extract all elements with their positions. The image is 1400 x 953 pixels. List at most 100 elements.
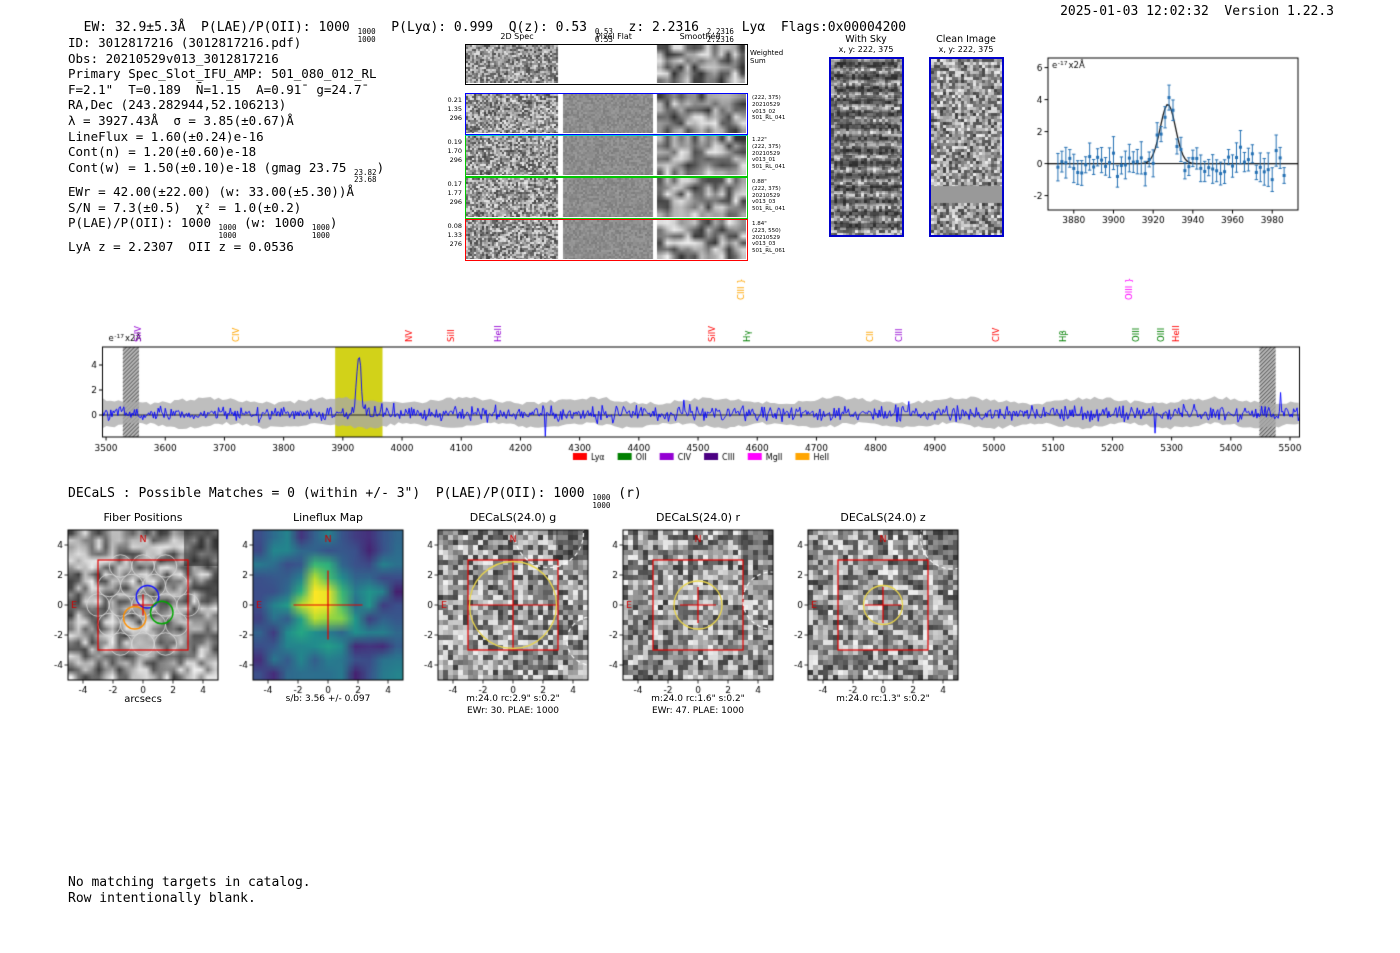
info-line: λ = 3927.43Å σ = 3.85(±0.67)Å xyxy=(68,112,294,128)
spec2d-row-left-labels: 0.19 1.70 296 xyxy=(440,138,462,165)
footer-line: No matching targets in catalog. xyxy=(68,875,311,890)
cutout-title-fiber-positions: Fiber Positions xyxy=(103,511,183,524)
cutout-caption: m:24.0 rc:2.9" s:0.2" xyxy=(466,694,560,704)
spec2d-row-right-labels: 1.84" (223, 550) 20210529 v013_03 501_RL_061 xyxy=(752,221,806,255)
spec2d-left-value: 0.21 xyxy=(447,96,462,104)
spec2d-right-value: 1.22" xyxy=(752,137,767,143)
info-line: LineFlux = 1.60(±0.24)e-16 xyxy=(68,128,264,144)
info-line: Primary Spec_Slot_IFU_AMP: 501_080_012_R… xyxy=(68,66,377,82)
spec2d-left-value: 296 xyxy=(449,156,462,164)
info-line: EWr = 42.00(±22.00) (w: 33.00(±5.30))Å xyxy=(68,183,354,199)
with-sky-image xyxy=(830,59,902,235)
spec2d-weighted-row xyxy=(465,44,748,85)
cutout-image-fiber-positions xyxy=(33,527,223,697)
spec2d-right-value: v013_01 xyxy=(752,157,776,164)
spec2d-right-value: 20210529 xyxy=(752,150,780,157)
cutout-title-decals-r: DECaLS(24.0) r xyxy=(655,511,741,524)
spec2d-left-value: 1.70 xyxy=(447,147,462,155)
spec2d-fiber-image xyxy=(466,220,746,259)
spec2d-left-value: 1.33 xyxy=(447,231,462,239)
spec2d-fiber-row xyxy=(465,219,748,261)
full-spectrum-plot xyxy=(55,272,1345,472)
spec2d-row-left-labels: 0.17 1.77 296 xyxy=(440,180,462,207)
cutout-caption: m:24.0 rc:1.3" s:0.2" xyxy=(836,694,930,704)
cutout-caption: m:24.0 rc:1.6" s:0.2" xyxy=(651,694,745,704)
with-sky-title: With Sky xyxy=(845,34,887,45)
stacked-value: 2.2316 2.2316 xyxy=(706,27,734,44)
cutout-xlabel: arcsecs xyxy=(124,694,162,705)
info-line: Cont(w) = 1.50(±0.10)e-18 (gmag 23.75 23… xyxy=(68,159,385,185)
info-line: S/N = 7.3(±0.5) χ² = 1.0(±0.2) xyxy=(68,199,302,215)
spec2d-left-value: 296 xyxy=(449,198,462,206)
spec2d-row-right-labels: 1.22" (222, 375) 20210529 v013_01 501_RL_041 xyxy=(752,137,806,171)
cutout-caption: EWr: 47. PLAE: 1000 xyxy=(651,706,745,716)
spec2d-fiber-row xyxy=(465,135,748,177)
stacked-value: 1000 1000 xyxy=(311,223,330,240)
weighted-label-line: Sum xyxy=(750,57,766,65)
info-line: F=2.1" T=0.189 N̄=1.15 A=0.91̄ g=24.7̄ xyxy=(68,81,362,97)
info-line: Obs: 20210529v013_3012817216 xyxy=(68,50,279,66)
weighted-label-line: Weighted xyxy=(750,49,784,57)
stacked-value: 1000 1000 xyxy=(592,493,611,510)
spec2d-col-header-smoothed: Smoothed xyxy=(679,32,721,41)
spec2d-right-value: (222, 375) xyxy=(752,143,781,150)
stacked-value: 0.53 0.53 xyxy=(594,27,613,44)
spec2d-right-value: (223, 550) xyxy=(752,227,781,234)
spec2d-row-left-labels: 0.21 1.35 296 xyxy=(440,96,462,123)
spec2d-left-value: 1.35 xyxy=(447,105,462,113)
report-header: EW: 32.9±5.3Å P(LAE)/P(OII): 1000 1000 10… xyxy=(68,4,906,43)
footer-line: Row intentionally blank. xyxy=(68,890,256,906)
spec2d-row-right-labels: (222, 375) 20210529 v013_02 501_RL_041 xyxy=(752,95,806,122)
spec2d-weighted-image xyxy=(466,45,746,83)
line-fit-plot xyxy=(1010,48,1330,233)
spec2d-left-value: 276 xyxy=(449,240,462,248)
spec2d-left-value: 296 xyxy=(449,114,462,122)
cutout-image-lineflux-map xyxy=(218,527,408,697)
header-timestamp-version: 2025-01-03 12:02:32 Version 1.22.3 xyxy=(1060,4,1334,19)
spec2d-right-value: 20210529 xyxy=(752,192,780,199)
info-line: ID: 3012817216 (3012817216.pdf) xyxy=(68,35,302,50)
clean-image-panel: Clean Image x, y: 222, 375 xyxy=(916,34,1016,237)
twod-spec-panel: 2D Spec Pixel Flat Smoothed Weighted Sum… xyxy=(440,28,810,268)
decals-matches-line: DECaLS : Possible Matches = 0 (within +/… xyxy=(68,486,642,510)
cutout-title-decals-g: DECaLS(24.0) g xyxy=(469,511,557,524)
spec2d-right-value: (222, 375) xyxy=(752,95,781,101)
spec2d-col-header-2dspec: 2D Spec xyxy=(500,32,534,41)
stacked-value: 23.82 23.68 xyxy=(353,167,377,185)
spec2d-right-value: v013_03 xyxy=(752,199,776,206)
spec2d-col-header-pixelflat: Pixel Flat xyxy=(596,32,632,41)
spec2d-fiber-row xyxy=(465,93,748,135)
cutout-title-decals-z: DECaLS(24.0) z xyxy=(840,511,926,524)
cutout-image-decals-g xyxy=(403,527,593,697)
spec2d-left-value: 0.08 xyxy=(447,222,462,230)
spec2d-right-value: 501_RL_041 xyxy=(752,206,786,213)
with-sky-coords: x, y: 222, 375 xyxy=(838,45,894,54)
clean-image-coords: x, y: 222, 375 xyxy=(938,45,994,54)
spec2d-fiber-image xyxy=(466,136,746,175)
header-summary-text: EW: 32.9±5.3Å P(LAE)/P(OII): 1000 1000 10… xyxy=(83,20,907,44)
spec2d-right-value: 501_RL_041 xyxy=(752,164,786,171)
spec2d-row-left-labels: 0.08 1.33 276 xyxy=(440,222,462,249)
cutout-caption: EWr: 30. PLAE: 1000 xyxy=(466,706,560,716)
info-line: Cont(n) = 1.20(±0.60)e-18 xyxy=(68,144,257,160)
spec2d-fiber-image xyxy=(466,94,746,133)
spec2d-left-value: 1.77 xyxy=(447,189,462,197)
spec2d-row-right-labels: 0.88" (222, 375) 20210529 v013_03 501_RL_041 xyxy=(752,179,806,213)
spec2d-left-value: 0.17 xyxy=(447,180,462,188)
cutout-image-decals-z xyxy=(773,527,963,697)
cutout-image-decals-r xyxy=(588,527,778,697)
stacked-value: 1000 1000 xyxy=(218,223,237,240)
spec2d-weighted-sum-label: Weighted Sum xyxy=(750,49,783,65)
spec2d-right-value: 20210529 xyxy=(752,101,780,108)
spec2d-right-value: (222, 375) xyxy=(752,185,781,192)
with-sky-panel: With Sky x, y: 222, 375 xyxy=(816,34,916,237)
detection-info-block: ID: 3012817216 (3012817216.pdf) Obs: 2021… xyxy=(68,35,384,255)
spec2d-right-value: 501_RL_061 xyxy=(752,248,786,255)
spec2d-right-value: 20210529 xyxy=(752,234,780,241)
spec2d-right-value: 501_RL_041 xyxy=(752,115,786,122)
spec2d-fiber-row xyxy=(465,177,748,219)
cutout-title-lineflux-map: Lineflux Map xyxy=(292,511,364,524)
info-line: LyA z = 2.2307 OII z = 0.0536 xyxy=(68,239,294,255)
with-sky-image-frame xyxy=(828,57,904,237)
spec2d-right-value: 0.88" xyxy=(752,179,767,185)
